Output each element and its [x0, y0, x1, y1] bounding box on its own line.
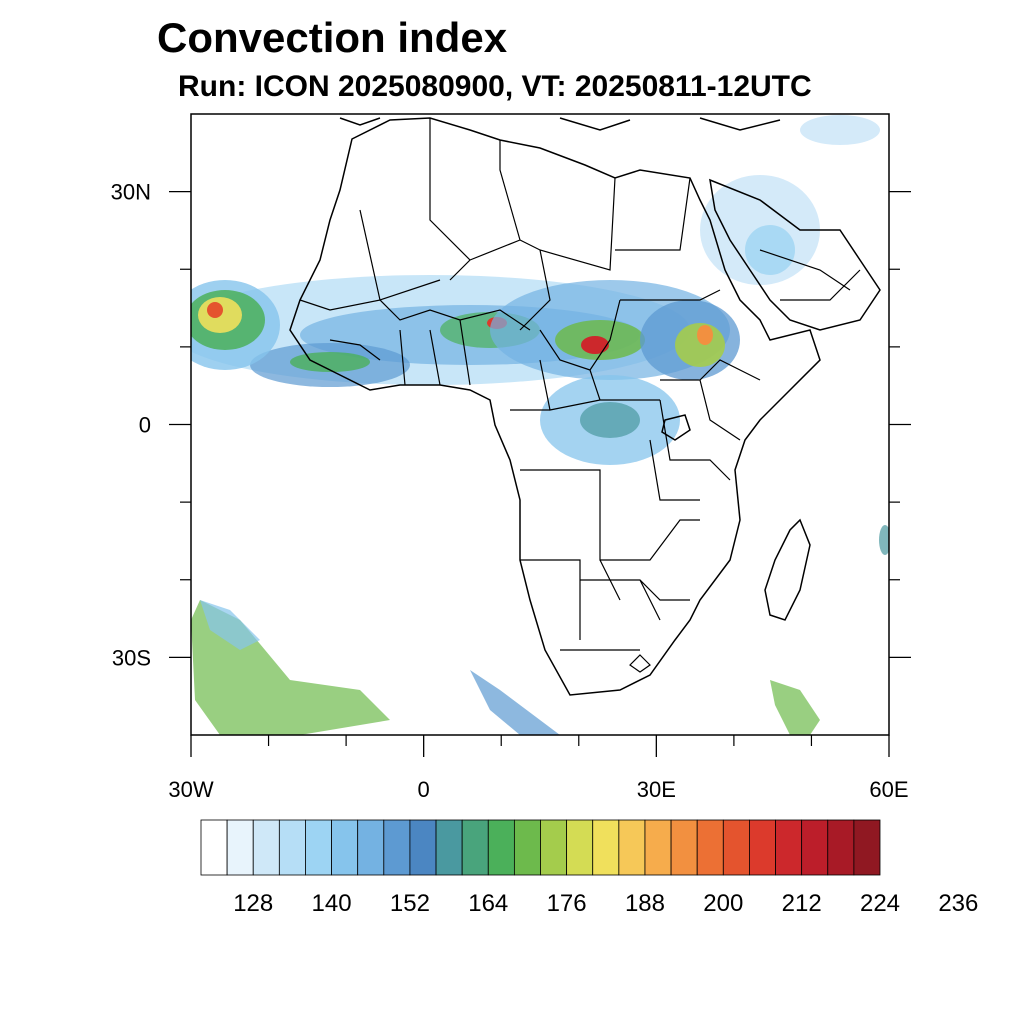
field-south-atlantic-edge [200, 600, 260, 650]
colorbar-label: 152 [390, 890, 430, 917]
border-lines-central [510, 289, 721, 411]
lake-victoria [661, 414, 691, 441]
chart-subtitle: Run: ICON 2025080900, VT: 20250811-12UTC [178, 70, 812, 103]
colorbar-swatch [853, 819, 881, 876]
field-south-ocean [470, 670, 560, 735]
colorbar-swatch [513, 819, 541, 876]
colorbar-label: 188 [625, 890, 665, 917]
x-tick-label: 60E [869, 777, 908, 802]
colorbar-label: 140 [312, 890, 352, 917]
madagascar-coastline [764, 518, 811, 621]
europe-coastline [339, 117, 781, 131]
colorbar-swatch [644, 819, 672, 876]
colorbar-swatch [775, 819, 803, 876]
colorbar-swatch [749, 819, 776, 876]
x-tick-label: 0 [418, 777, 430, 802]
field-congo-core [580, 402, 640, 438]
colorbar [200, 819, 881, 876]
colorbar-swatch [409, 819, 437, 876]
colorbar-swatch [487, 819, 515, 876]
border-lines-west [299, 299, 531, 386]
colorbar-swatch [331, 819, 359, 876]
field-east-edge [879, 525, 889, 555]
field-sudan-hot [581, 336, 609, 354]
arabia-coastline [709, 178, 881, 331]
country-borders [299, 118, 861, 673]
colorbar-label: 200 [703, 890, 743, 917]
convection-field [191, 115, 889, 735]
colorbar-swatch [200, 819, 228, 876]
field-ethiopia-hot [697, 325, 713, 345]
border-lines-south [520, 469, 700, 673]
africa-coastline [289, 117, 821, 696]
colorbar-label: 236 [938, 890, 978, 917]
field-indian-ocean [770, 680, 820, 735]
colorbar-swatch [435, 819, 463, 876]
colorbar-swatch [540, 819, 568, 876]
colorbar-swatch [357, 819, 385, 876]
colorbar-swatch [252, 819, 280, 876]
colorbar-labels: 128 140 152 164 176 188 200 212 224 236 [233, 890, 978, 917]
y-tick-label: 30S [112, 645, 151, 670]
border-lines-arabia [759, 249, 861, 301]
axis-tick-labels: 30W 0 30E 60E 30N 0 30S [111, 180, 909, 802]
coastlines [289, 117, 881, 696]
colorbar-swatch [305, 819, 332, 876]
colorbar-label: 176 [547, 890, 587, 917]
field-arabia-inner [745, 225, 795, 275]
colorbar-swatch [722, 819, 750, 876]
colorbar-label: 224 [860, 890, 900, 917]
axis-ticks [169, 190, 911, 757]
y-tick-label: 0 [139, 413, 151, 438]
field-green-west [290, 352, 370, 372]
colorbar-label: 128 [233, 890, 273, 917]
colorbar-swatch [226, 819, 254, 876]
colorbar-label: 212 [782, 890, 822, 917]
colorbar-swatch [592, 819, 620, 876]
colorbar-swatch [461, 819, 489, 876]
y-tick-label: 30N [111, 180, 151, 205]
border-lines-east [649, 359, 761, 501]
colorbar-swatch [618, 819, 646, 876]
colorbar-swatch [566, 819, 594, 876]
colorbar-swatch [670, 819, 698, 876]
colorbar-swatch [383, 819, 411, 876]
colorbar-label: 164 [468, 890, 508, 917]
field-atlantic-hot [207, 302, 223, 318]
colorbar-swatch [801, 819, 829, 876]
x-tick-label: 30E [637, 777, 676, 802]
x-tick-label: 30W [168, 777, 213, 802]
chart-title: Convection index [157, 14, 508, 61]
colorbar-swatch [696, 819, 724, 876]
colorbar-swatch [278, 819, 306, 876]
colorbar-swatch [827, 819, 855, 876]
field-ne-corner [800, 115, 880, 145]
